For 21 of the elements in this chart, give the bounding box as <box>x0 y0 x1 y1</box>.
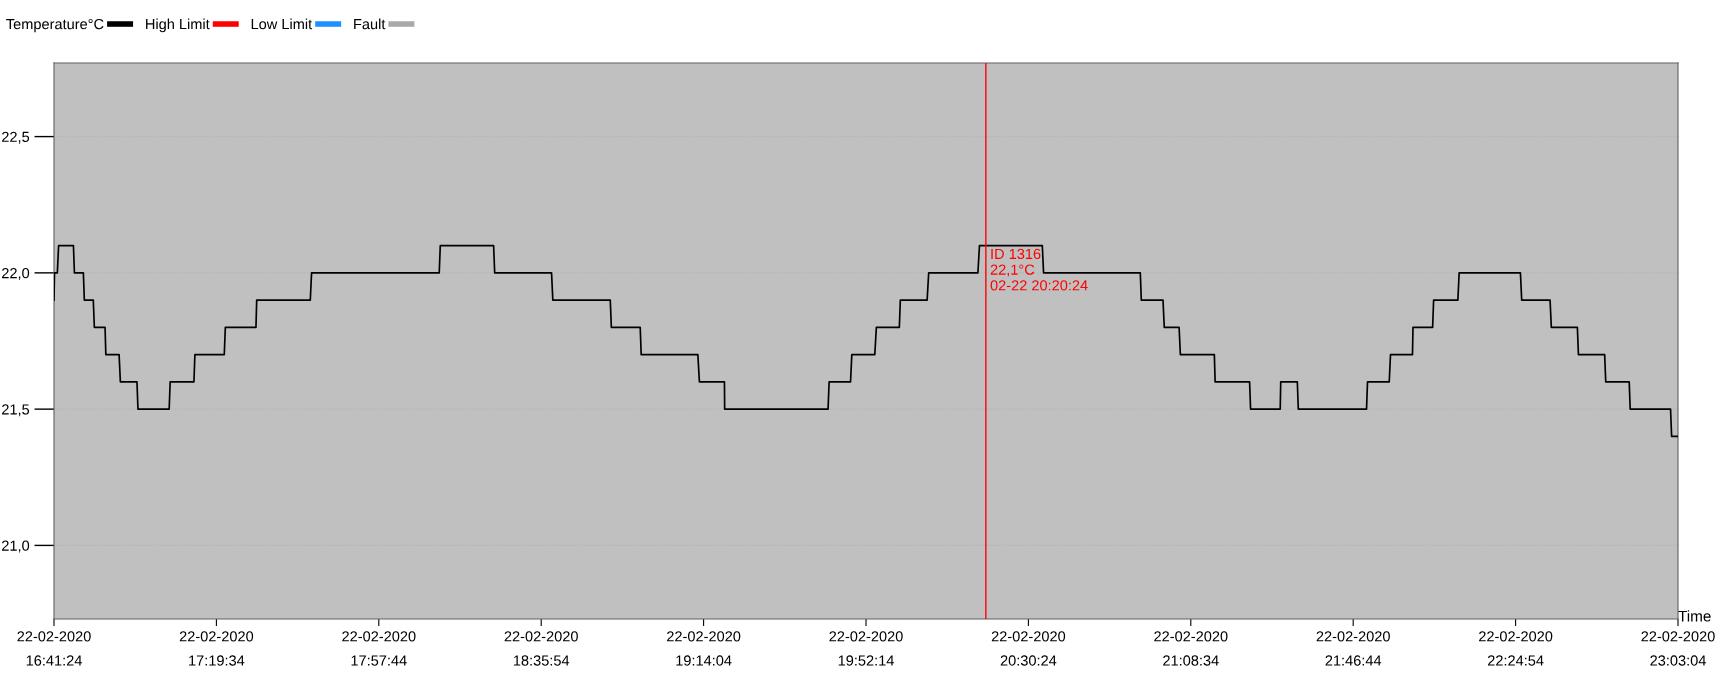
legend-label: Low Limit <box>251 18 313 30</box>
y-tick-label: 22,0 <box>2 267 30 281</box>
y-tick-label: 21,0 <box>2 540 30 553</box>
x-axis-title: Time <box>1678 610 1711 622</box>
y-tick-label: 21,5 <box>2 404 30 417</box>
x-tick-label: 22-02-2020 22:24:54 <box>1479 631 1553 666</box>
x-tick-label: 22-02-2020 16:41:24 <box>17 631 91 666</box>
x-tick-label: 22-02-2020 19:52:14 <box>829 631 903 666</box>
x-tick-label: 22-02-2020 20:30:24 <box>991 631 1066 666</box>
ref-line-label: ID 1316 22,1°C 02-22 20:20:24 <box>990 248 1088 291</box>
x-tick-label: 22-02-2020 19:14:04 <box>667 631 741 666</box>
y-tick-label: 22,5 <box>2 131 30 144</box>
x-tick-label: 22-02-2020 18:35:54 <box>504 631 578 666</box>
legend-label: High Limit <box>146 18 210 33</box>
x-tick-label: 22-02-2020 21:46:44 <box>1316 631 1390 666</box>
x-tick-label: 22-02-2020 17:57:44 <box>342 631 416 666</box>
x-tick-label: 22-02-2020 23:03:04 <box>1641 631 1715 666</box>
legend-label: Temperature°C <box>6 18 104 33</box>
x-tick-label: 22-02-2020 17:19:34 <box>179 631 254 666</box>
x-tick-label: 22-02-2020 21:08:34 <box>1154 631 1228 666</box>
legend-label: Fault <box>354 18 386 30</box>
